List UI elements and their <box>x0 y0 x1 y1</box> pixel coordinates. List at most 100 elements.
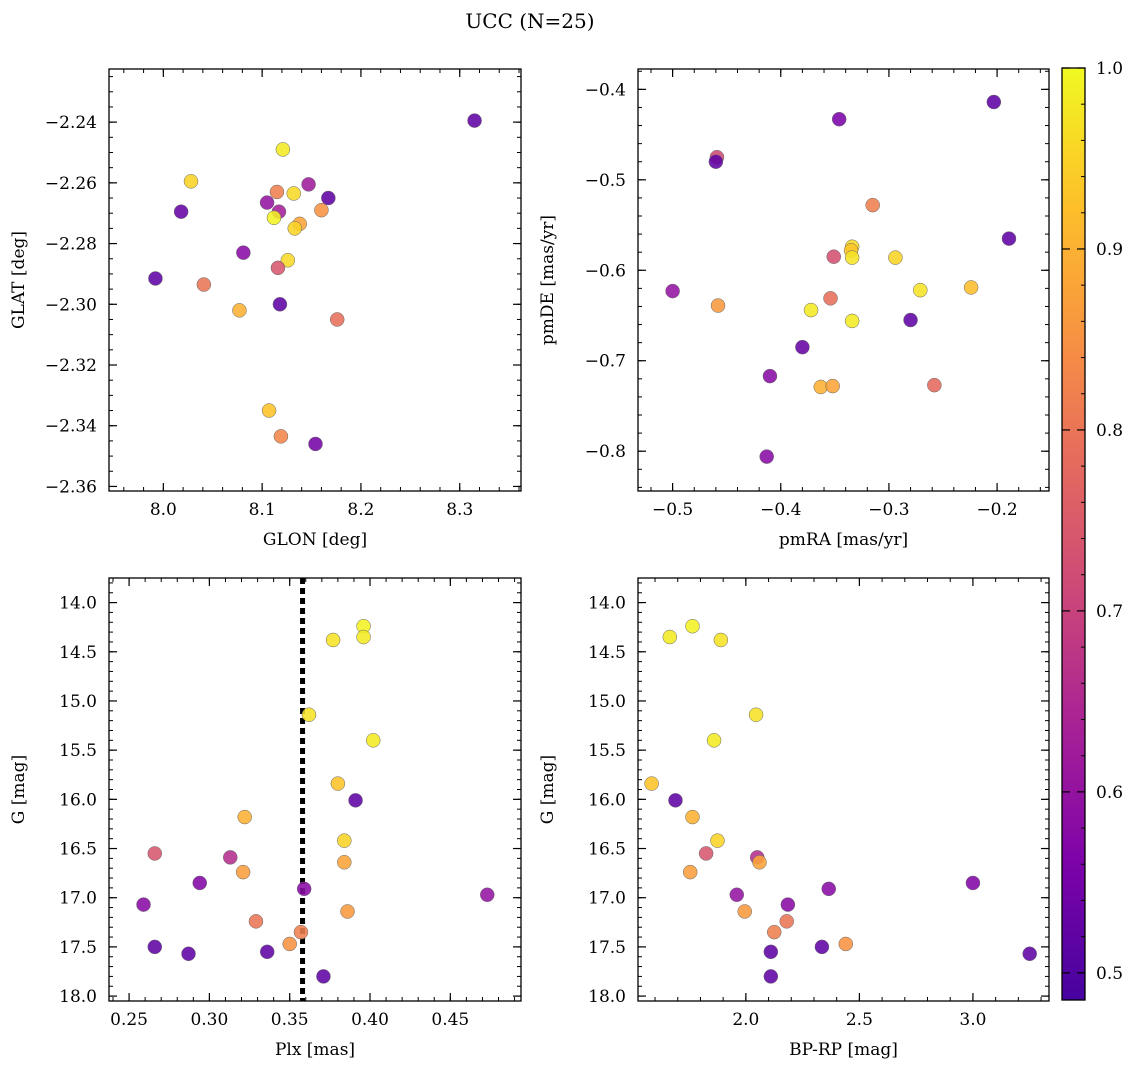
scatter-point <box>148 271 163 286</box>
y-tick-label: 15.5 <box>59 741 97 761</box>
colorbar-tick-label: 1.0 <box>1096 59 1123 79</box>
scatter-point <box>261 403 277 418</box>
scatter-point <box>986 94 1002 110</box>
scatter-point <box>737 904 752 919</box>
scatter-point <box>963 280 979 295</box>
x-tick-label: −0.2 <box>976 500 1017 520</box>
scatter-point <box>685 618 700 634</box>
scatter-point <box>196 277 212 292</box>
x-tick-label: 8.0 <box>150 500 177 520</box>
colorbar-tick-label: 0.8 <box>1096 421 1123 441</box>
y-axis-label: G [mag] <box>9 755 29 824</box>
scatter-point <box>708 154 724 169</box>
colorbar-gradient <box>1061 67 1086 1001</box>
scatter-point <box>710 298 726 313</box>
scatter-point <box>308 436 323 452</box>
scatter-point <box>330 776 346 791</box>
y-tick-label: −0.5 <box>585 171 626 191</box>
y-axis-label: GLAT [deg] <box>9 231 29 329</box>
x-tick-label: 8.3 <box>446 500 473 520</box>
colorbar-tick-label: 0.9 <box>1096 240 1123 260</box>
scatter-point <box>236 245 251 260</box>
scatter-point <box>682 864 698 880</box>
y-tick-label: 16.5 <box>59 840 97 860</box>
scatter-point <box>763 944 779 960</box>
panel-2: −0.5 −0.4 −0.3 −0.2 −0.8 −0.7 −0.6 −0.5 −0.4 pmRA… <box>538 68 1050 550</box>
scatter-point <box>913 282 928 298</box>
y-tick-label: −2.24 <box>45 113 97 133</box>
scatter-point <box>147 846 163 861</box>
scatter-point <box>223 850 238 865</box>
y-tick-label: 15.0 <box>59 692 97 712</box>
scatter-point <box>282 936 297 952</box>
scatter-point <box>337 833 352 848</box>
panels: 8.0 8.1 8.2 8.3 −2.36 −2.34 −2.32 −2.30 −2.28 −2.… <box>9 68 1050 1060</box>
scatter-point <box>779 914 794 929</box>
y-tick-label: −2.36 <box>45 477 97 497</box>
scatter-point <box>927 377 942 393</box>
scatter-point <box>183 174 199 189</box>
y-tick-label: −2.26 <box>45 174 97 194</box>
scatter-point <box>826 249 842 264</box>
scatter-point <box>698 846 714 861</box>
x-tick-label: 0.25 <box>110 1010 148 1030</box>
axes-frame <box>637 577 1050 1002</box>
scatter-point <box>173 204 189 219</box>
scatter-point <box>1001 231 1017 246</box>
x-tick-label: 8.1 <box>249 500 276 520</box>
scatter-point <box>293 924 309 940</box>
axes-frame <box>637 68 1050 492</box>
axes-frame <box>108 577 522 1002</box>
y-tick-label: 14.5 <box>588 643 626 663</box>
scatter-point <box>763 969 779 984</box>
scatter-point <box>1022 946 1037 962</box>
y-tick-label: 16.0 <box>59 790 97 810</box>
scatter-point <box>844 313 860 329</box>
scatter-point <box>232 303 247 318</box>
scatter-point <box>831 111 847 127</box>
x-tick-label: 0.30 <box>190 1010 228 1030</box>
scatter-point <box>825 378 840 394</box>
panel-4: 2.0 2.5 3.0 14.0 14.5 15.0 15.5 16.0 16.5 17.0 17.… <box>538 577 1050 1060</box>
y-tick-label: −0.8 <box>585 442 626 462</box>
y-tick-label: 17.0 <box>588 889 626 909</box>
scatter-point <box>235 864 251 880</box>
y-tick-label: 14.0 <box>588 594 626 614</box>
scatter-point <box>685 809 700 825</box>
scatter-point <box>795 339 810 355</box>
scatter-point <box>780 897 796 912</box>
panel-3: 0.25 0.30 0.35 0.40 0.45 14.0 14.5 15.0 15.5 16.0… <box>9 577 522 1060</box>
scatter-point <box>710 833 725 848</box>
y-axis-label: G [mag] <box>538 755 558 824</box>
scatter-point <box>147 939 163 955</box>
scatter-point <box>329 312 345 327</box>
x-tick-label: 0.45 <box>431 1010 469 1030</box>
scatter-point <box>286 186 302 201</box>
x-tick-label: 2.0 <box>732 1010 759 1030</box>
y-tick-label: 15.5 <box>588 741 626 761</box>
y-tick-label: −2.34 <box>45 417 97 437</box>
y-tick-label: 17.0 <box>59 889 97 909</box>
scatter-point <box>136 897 151 912</box>
x-axis-label: pmRA [mas/yr] <box>779 530 908 550</box>
y-tick-label: −2.28 <box>45 235 97 255</box>
scatter-point <box>752 855 767 870</box>
scatter-point <box>467 113 482 128</box>
panel-1: 8.0 8.1 8.2 8.3 −2.36 −2.34 −2.32 −2.30 −2.28 −2.… <box>9 68 522 550</box>
scatter-point <box>273 429 289 444</box>
scatter-point <box>181 946 196 962</box>
scatter-point <box>337 855 352 870</box>
y-tick-label: 18.0 <box>59 987 97 1007</box>
scatter-point <box>762 368 778 384</box>
scatter-point <box>275 142 291 157</box>
scatter-point <box>301 707 317 722</box>
y-tick-label: 18.0 <box>588 987 626 1007</box>
y-tick-label: −0.7 <box>585 352 626 372</box>
scatter-point <box>269 184 285 200</box>
scatter-point <box>248 914 264 929</box>
x-tick-label: 2.5 <box>846 1010 873 1030</box>
scatter-point <box>356 629 371 645</box>
x-axis-label: Plx [mas] <box>275 1040 355 1060</box>
scatter-point <box>266 210 282 226</box>
y-tick-label: −0.6 <box>585 261 626 281</box>
